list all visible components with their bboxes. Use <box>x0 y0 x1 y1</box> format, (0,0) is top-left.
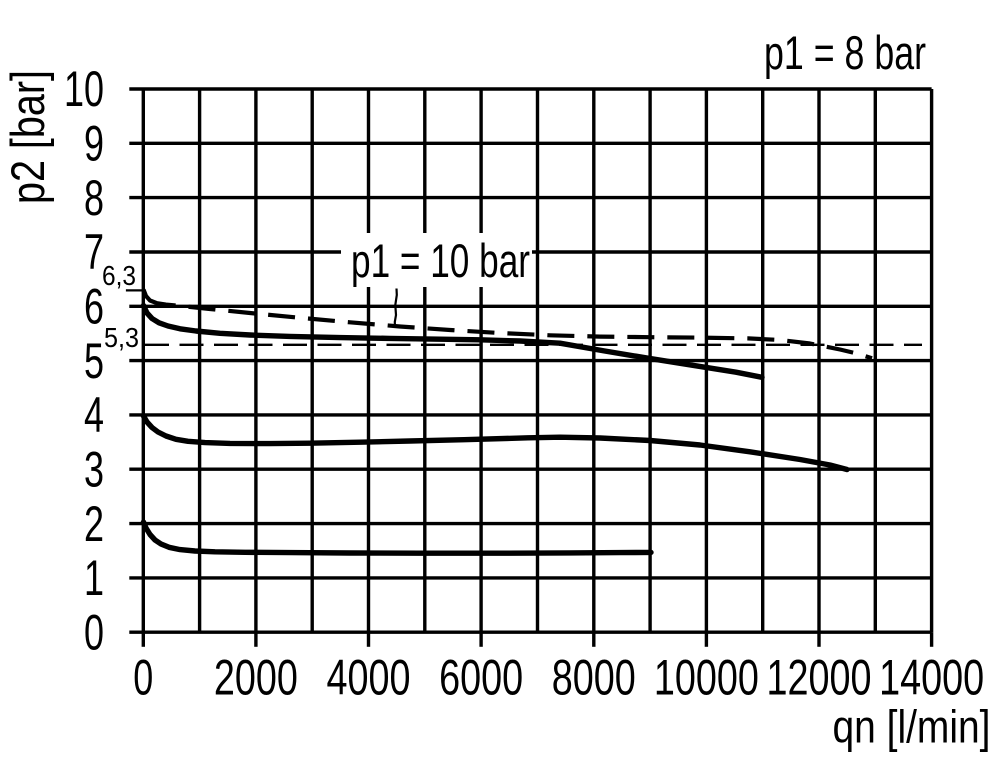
svg-text:0: 0 <box>84 604 104 660</box>
svg-text:4: 4 <box>84 387 104 443</box>
svg-text:6000: 6000 <box>439 650 523 706</box>
svg-text:8: 8 <box>84 170 104 226</box>
svg-text:8000: 8000 <box>552 650 636 706</box>
svg-text:10: 10 <box>64 61 104 117</box>
svg-text:14000: 14000 <box>879 650 984 706</box>
svg-text:1: 1 <box>84 550 104 606</box>
svg-text:2000: 2000 <box>214 650 298 706</box>
svg-text:0: 0 <box>133 650 153 706</box>
svg-text:10000: 10000 <box>654 650 759 706</box>
svg-text:p1 = 10 bar: p1 = 10 bar <box>351 234 530 287</box>
svg-text:2: 2 <box>84 496 104 552</box>
svg-text:5: 5 <box>84 333 104 389</box>
svg-text:9: 9 <box>84 116 104 172</box>
svg-text:3: 3 <box>84 441 104 497</box>
svg-text:6: 6 <box>84 279 104 335</box>
svg-text:p2 [bar]: p2 [bar] <box>1 70 54 204</box>
svg-text:qn [l/min]: qn [l/min] <box>833 701 991 753</box>
svg-text:p1 = 8 bar: p1 = 8 bar <box>764 26 926 79</box>
svg-text:5,3: 5,3 <box>104 322 139 353</box>
svg-text:6,3: 6,3 <box>102 260 136 291</box>
svg-text:12000: 12000 <box>767 650 872 706</box>
svg-text:7: 7 <box>84 224 104 280</box>
svg-text:4000: 4000 <box>327 650 411 706</box>
